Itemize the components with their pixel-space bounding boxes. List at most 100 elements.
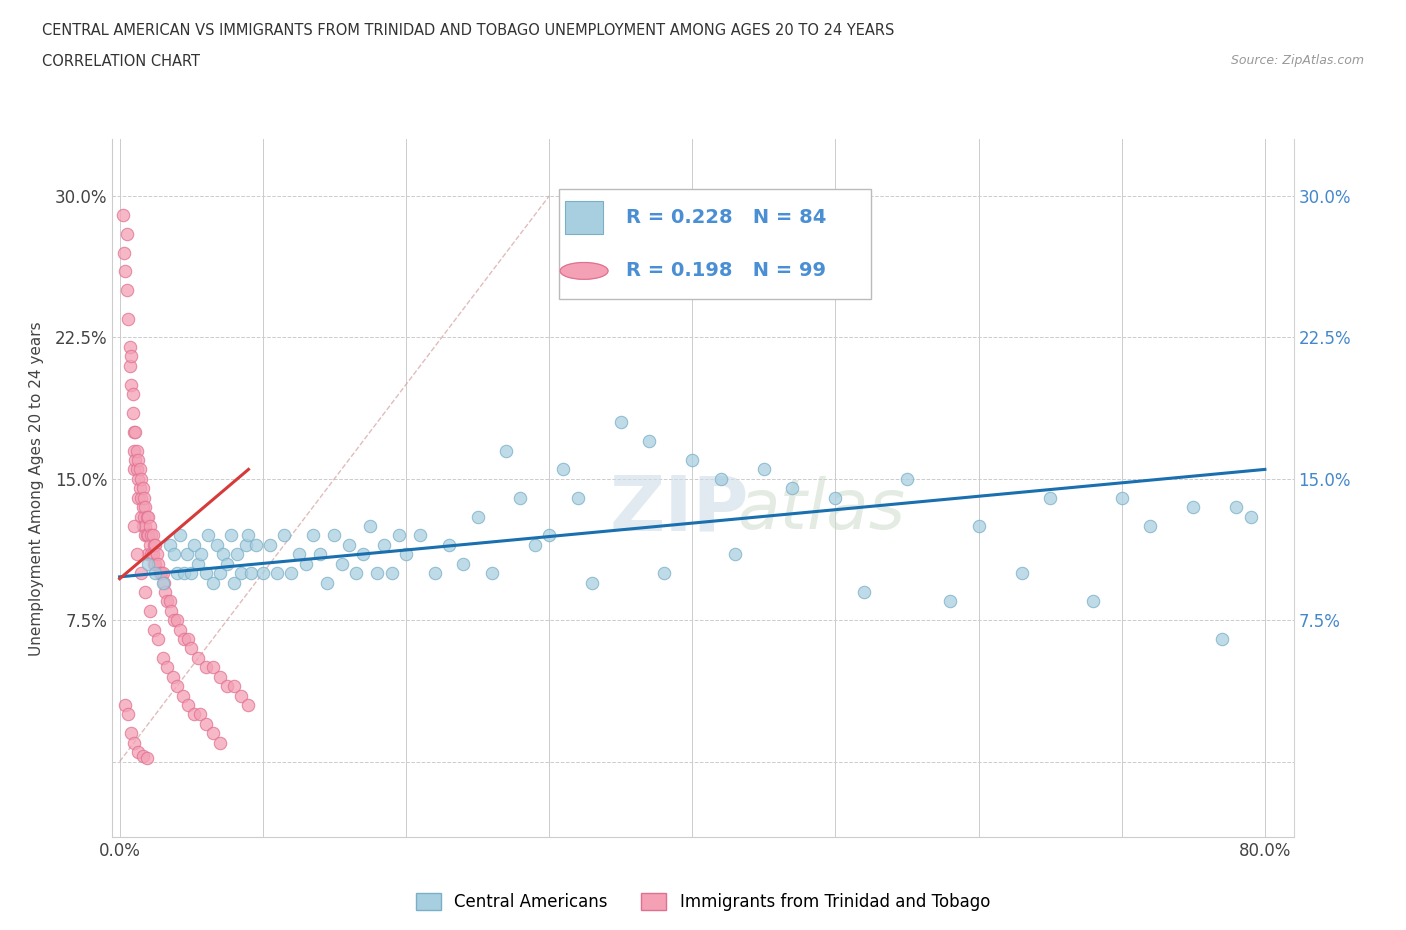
Point xyxy=(1081,594,1104,609)
Text: Source: ZipAtlas.com: Source: ZipAtlas.com xyxy=(1230,54,1364,67)
Point xyxy=(136,528,159,543)
Point xyxy=(128,462,150,477)
Point xyxy=(215,679,238,694)
Point xyxy=(309,547,332,562)
Point xyxy=(125,462,148,477)
Point xyxy=(143,538,166,552)
Point xyxy=(567,490,589,505)
Point xyxy=(121,405,143,420)
Point xyxy=(163,613,186,628)
Point xyxy=(173,565,195,580)
Circle shape xyxy=(560,262,607,279)
Point xyxy=(194,565,217,580)
Point xyxy=(395,547,418,562)
Point xyxy=(252,565,274,580)
Point xyxy=(122,424,145,439)
Point xyxy=(188,707,211,722)
Y-axis label: Unemployment Among Ages 20 to 24 years: Unemployment Among Ages 20 to 24 years xyxy=(30,321,44,656)
Point xyxy=(172,688,194,703)
Point xyxy=(190,547,212,562)
Point xyxy=(1011,565,1033,580)
Point xyxy=(245,538,267,552)
Point xyxy=(782,481,804,496)
Point xyxy=(495,443,517,458)
Point xyxy=(120,378,142,392)
Point xyxy=(160,604,183,618)
Point xyxy=(127,472,149,486)
Point xyxy=(159,594,181,609)
Point xyxy=(224,679,246,694)
Point xyxy=(205,538,228,552)
Point xyxy=(194,660,217,675)
Point xyxy=(197,528,219,543)
Point xyxy=(896,472,918,486)
Point xyxy=(145,565,167,580)
Point xyxy=(120,726,142,741)
Point xyxy=(136,547,159,562)
Point xyxy=(1039,490,1062,505)
Point xyxy=(553,462,575,477)
Point xyxy=(112,246,135,260)
Text: R = 0.198   N = 99: R = 0.198 N = 99 xyxy=(626,261,825,281)
Point xyxy=(131,481,153,496)
Point xyxy=(138,519,160,534)
Point xyxy=(131,519,153,534)
Point xyxy=(467,509,489,524)
Point xyxy=(323,528,346,543)
Point xyxy=(127,745,149,760)
Point xyxy=(238,528,260,543)
Point xyxy=(523,538,546,552)
Point xyxy=(115,283,138,298)
Point xyxy=(208,565,231,580)
Point xyxy=(159,538,181,552)
Point xyxy=(240,565,263,580)
Point xyxy=(122,443,145,458)
Point xyxy=(201,660,224,675)
Point xyxy=(180,565,202,580)
Point xyxy=(266,565,288,580)
Point xyxy=(215,556,238,571)
Point xyxy=(176,547,198,562)
Point xyxy=(131,499,153,514)
Point xyxy=(114,264,136,279)
Legend: Central Americans, Immigrants from Trinidad and Tobago: Central Americans, Immigrants from Trini… xyxy=(408,884,998,920)
Point xyxy=(153,575,176,590)
Point xyxy=(201,575,224,590)
Point xyxy=(111,207,134,222)
Point xyxy=(316,575,339,590)
Point xyxy=(294,556,316,571)
Point xyxy=(194,716,217,731)
Point xyxy=(132,490,155,505)
Point xyxy=(177,631,200,646)
Point xyxy=(166,565,188,580)
Point xyxy=(273,528,295,543)
Point xyxy=(724,547,747,562)
Point xyxy=(143,622,166,637)
Point xyxy=(280,565,302,580)
Point xyxy=(710,472,733,486)
Point xyxy=(1111,490,1133,505)
Point xyxy=(143,556,166,571)
Point xyxy=(481,565,503,580)
Point xyxy=(139,528,162,543)
Point xyxy=(373,538,395,552)
Point xyxy=(169,622,191,637)
Point xyxy=(538,528,561,543)
Point xyxy=(150,565,173,580)
Point xyxy=(118,358,141,373)
Point xyxy=(221,528,243,543)
Point xyxy=(681,453,703,468)
Point xyxy=(231,565,253,580)
Text: CORRELATION CHART: CORRELATION CHART xyxy=(42,54,200,69)
Text: atlas: atlas xyxy=(737,475,905,543)
Point xyxy=(183,538,205,552)
Point xyxy=(152,650,174,665)
FancyBboxPatch shape xyxy=(565,201,603,234)
Point xyxy=(259,538,281,552)
Point xyxy=(135,751,157,765)
Point xyxy=(224,575,246,590)
Point xyxy=(853,584,876,599)
Point xyxy=(120,349,142,364)
Point xyxy=(609,415,631,430)
Point xyxy=(939,594,962,609)
